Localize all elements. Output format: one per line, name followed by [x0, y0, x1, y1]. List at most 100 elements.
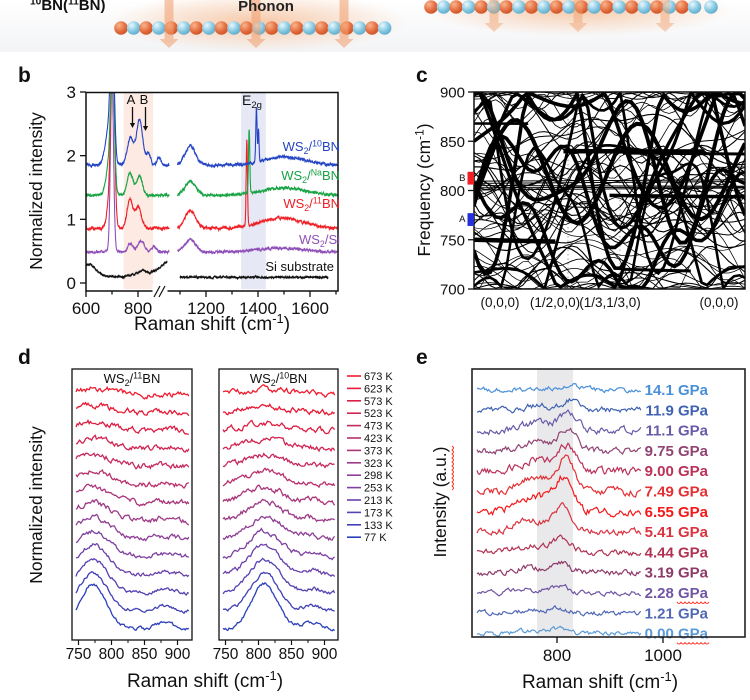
c-phonon-band — [474, 92, 745, 276]
c-kpoint-label: (0,0,0) — [699, 295, 738, 310]
c-phonon-band — [474, 118, 745, 184]
b-series-label-ws2-10bn: WS2/10BN — [283, 138, 340, 156]
atom-chain-right — [424, 0, 718, 14]
d-xtick-label: 750 — [66, 646, 92, 663]
b-axis-break-slash — [153, 285, 161, 298]
d-legend-label: 133 K — [364, 520, 393, 532]
atom-sphere — [574, 0, 589, 14]
c-phonon-band-cluster — [474, 187, 745, 191]
atom-sphere — [662, 0, 677, 14]
c-kpoint-label: (0,0,0) — [480, 295, 519, 310]
b-curve-ws2-11bn — [86, 92, 170, 233]
d-curve-group-0 — [75, 386, 190, 631]
e-spellcheck-squiggle — [676, 641, 710, 645]
e-ylabel-spellcheck-squiggle — [451, 445, 454, 491]
d-curve-0-133K — [75, 570, 190, 615]
d-curve-0-673K — [75, 386, 190, 400]
b-curve-group — [86, 92, 338, 281]
atom-sphere — [487, 0, 501, 14]
b-plot-frame — [85, 91, 339, 292]
e-pressure-label: 3.19 GPa — [645, 565, 709, 582]
d-xtick-label: 750 — [213, 646, 239, 663]
b-curve-ws2-nabn — [86, 92, 170, 199]
phonon-arrow-icon — [246, 0, 266, 48]
d-curve-0-253K — [75, 529, 190, 559]
atom-sphere — [189, 21, 204, 35]
b-xtick-label: 1400 — [239, 299, 277, 318]
b-ytick-label: 0 — [67, 274, 76, 293]
c-marker-label-B: B — [459, 173, 465, 184]
b-annotation-arrowhead — [129, 123, 136, 128]
c-phonon-band-cluster — [474, 186, 745, 189]
e-pressure-label: 11.9 GPa — [645, 402, 708, 419]
atom-sphere — [625, 0, 639, 14]
d-legend-label: 473 K — [364, 421, 393, 433]
d-legend-label: 573 K — [364, 396, 393, 408]
b-xtick-label: 800 — [124, 299, 152, 318]
atom-sphere — [587, 0, 601, 14]
atom-sphere — [537, 0, 551, 14]
b-yaxis-label: Normalized intensity — [26, 112, 46, 270]
atom-sphere — [377, 21, 392, 35]
b-axis-break-slash — [158, 285, 166, 298]
atom-sphere — [599, 0, 614, 14]
d-curve-1-298K — [222, 515, 336, 542]
phonon-arrow-icon — [568, 0, 588, 32]
panel-c-letter: c — [416, 64, 428, 87]
e-curve-11.9GPa — [477, 397, 642, 414]
e-pressure-label: 11.1 GPa — [645, 423, 708, 440]
c-marker-label-A: A — [459, 214, 466, 225]
b-axis-break-mask — [152, 285, 168, 297]
e-curve-7.49GPa — [476, 454, 642, 498]
c-kpoint-label: (1/2,0,0) — [530, 295, 580, 310]
d-legend-label: 423 K — [364, 433, 393, 445]
e-pressure-label: 7.49 GPa — [645, 484, 709, 501]
panel-c-phonon-dispersion-chart: 700 750 800 850 900 (0,0,0) (1/2,0,0) (1/3,1/3,… — [413, 85, 746, 310]
e-spellcheck-squiggle — [676, 601, 710, 604]
e-yaxis-label: Intensity (a.u.) — [430, 447, 450, 558]
e-pressure-label: 9.00 GPa — [645, 463, 709, 480]
atom-sphere — [289, 21, 304, 35]
d-curve-0-173K — [75, 557, 190, 596]
c-band-group — [474, 92, 745, 289]
atom-sphere — [177, 21, 191, 35]
e-curve-9.00GPa — [476, 442, 642, 476]
panel-b-raman-spectra-chart: 0 1 2 3 600 800 1200 1400 1600 A B E2g Si substrate W… — [26, 83, 340, 335]
phonon-arrow-icon — [334, 0, 354, 48]
c-phonon-band — [474, 175, 745, 234]
c-phonon-band-cluster — [609, 193, 745, 199]
b-ytick-label: 1 — [67, 210, 76, 229]
b-curve-ws2-10bn — [176, 107, 338, 169]
e-pressure-label: 4.44 GPa — [645, 544, 709, 561]
d-curve-1-323K — [222, 498, 335, 523]
c-phonon-band — [474, 146, 745, 289]
e-pressure-label: 14.1 GPa — [645, 382, 709, 399]
d-curve-1-253K — [222, 527, 335, 561]
c-phonon-band — [474, 208, 745, 240]
d-curve-group-1 — [222, 384, 336, 632]
d-legend-label: 253 K — [364, 483, 393, 495]
d-curve-1-213K — [222, 543, 336, 578]
b-xtick-label: 1600 — [291, 299, 329, 318]
c-marker-A — [467, 213, 474, 226]
b-e2g-annotation: E2g — [242, 92, 262, 111]
d-xaxis-label: Raman shift (cm-1) — [127, 668, 283, 692]
d-plot-frame-0 — [71, 368, 193, 641]
b-annotation-arrowhead — [142, 126, 149, 131]
b-xtick-label: 1200 — [187, 299, 225, 318]
atom-sphere — [365, 21, 379, 35]
bn-isotope-label: 10BN(11BN) — [30, 0, 105, 14]
e-pressure-label: 2.28 GPa — [645, 585, 709, 602]
c-ytick-label: 750 — [440, 232, 465, 249]
panel-b-letter: b — [18, 64, 31, 87]
e-pressure-label: 9.75 GPa — [645, 443, 709, 460]
atom-sphere — [549, 0, 564, 14]
d-curve-1-173K — [222, 557, 336, 595]
d-legend-label: 77 K — [364, 532, 387, 544]
c-phonon-band — [474, 92, 745, 210]
b-curve-ws2-10bn — [86, 92, 170, 169]
e-curve-3.19GPa — [476, 560, 641, 577]
e-curve-4.44GPa — [476, 534, 642, 557]
e-curve-0.00GPa — [476, 625, 642, 637]
